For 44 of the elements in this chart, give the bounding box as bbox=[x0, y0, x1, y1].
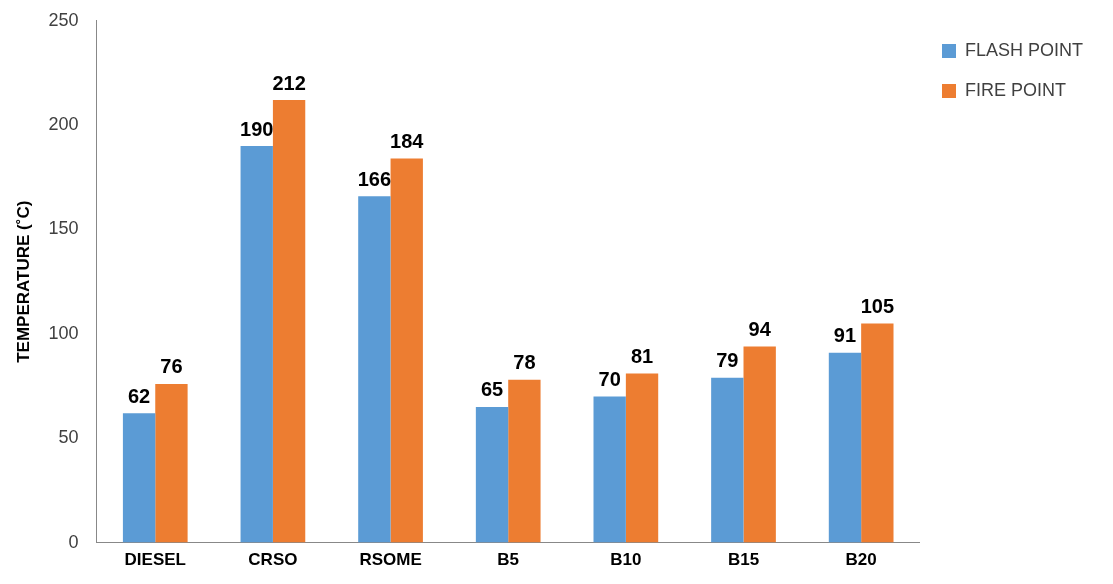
y-tick-label: 150 bbox=[48, 218, 79, 239]
bar bbox=[358, 196, 391, 543]
data-label: 190 bbox=[240, 117, 274, 140]
x-tick-label: CRSO bbox=[248, 550, 298, 570]
x-tick-label: RSOME bbox=[359, 550, 422, 570]
bar bbox=[390, 158, 423, 543]
data-label: 78 bbox=[513, 351, 536, 374]
x-tick-label: B5 bbox=[497, 550, 520, 570]
y-axis-title: TEMPERATURE (˚C) bbox=[13, 200, 33, 363]
data-label: 62 bbox=[127, 384, 151, 407]
data-label: 79 bbox=[716, 349, 739, 372]
data-label: 65 bbox=[480, 378, 504, 401]
x-tick-label: B15 bbox=[727, 550, 760, 570]
data-label: 81 bbox=[630, 345, 654, 368]
bar bbox=[743, 346, 776, 543]
legend-label: FIRE POINT bbox=[964, 79, 1066, 100]
data-label: 105 bbox=[860, 294, 895, 317]
y-tick-label: 100 bbox=[48, 322, 79, 343]
data-label: 70 bbox=[598, 368, 621, 391]
x-tick-label: DIESEL bbox=[124, 550, 186, 570]
data-label: 212 bbox=[272, 71, 306, 94]
bar bbox=[272, 100, 306, 543]
bar bbox=[828, 352, 862, 543]
data-label: 76 bbox=[160, 355, 183, 378]
bar bbox=[861, 323, 894, 543]
bar bbox=[475, 406, 509, 543]
data-label: 94 bbox=[748, 317, 772, 340]
data-label: 166 bbox=[357, 167, 392, 190]
bar bbox=[240, 146, 273, 543]
y-tick-label: 50 bbox=[58, 427, 79, 448]
bar bbox=[625, 373, 659, 543]
bar bbox=[508, 379, 541, 543]
bar bbox=[122, 413, 156, 543]
data-label: 184 bbox=[390, 130, 425, 153]
y-tick-label: 0 bbox=[68, 531, 79, 552]
bar bbox=[593, 396, 626, 543]
x-tick-label: B10 bbox=[610, 550, 642, 570]
data-label: 91 bbox=[833, 324, 857, 347]
y-tick-label: 200 bbox=[48, 114, 79, 135]
bar bbox=[155, 383, 188, 543]
legend-label: FLASH POINT bbox=[964, 39, 1084, 60]
bar bbox=[711, 377, 744, 543]
x-tick-label: B20 bbox=[845, 550, 877, 570]
y-tick-label: 250 bbox=[48, 9, 79, 30]
